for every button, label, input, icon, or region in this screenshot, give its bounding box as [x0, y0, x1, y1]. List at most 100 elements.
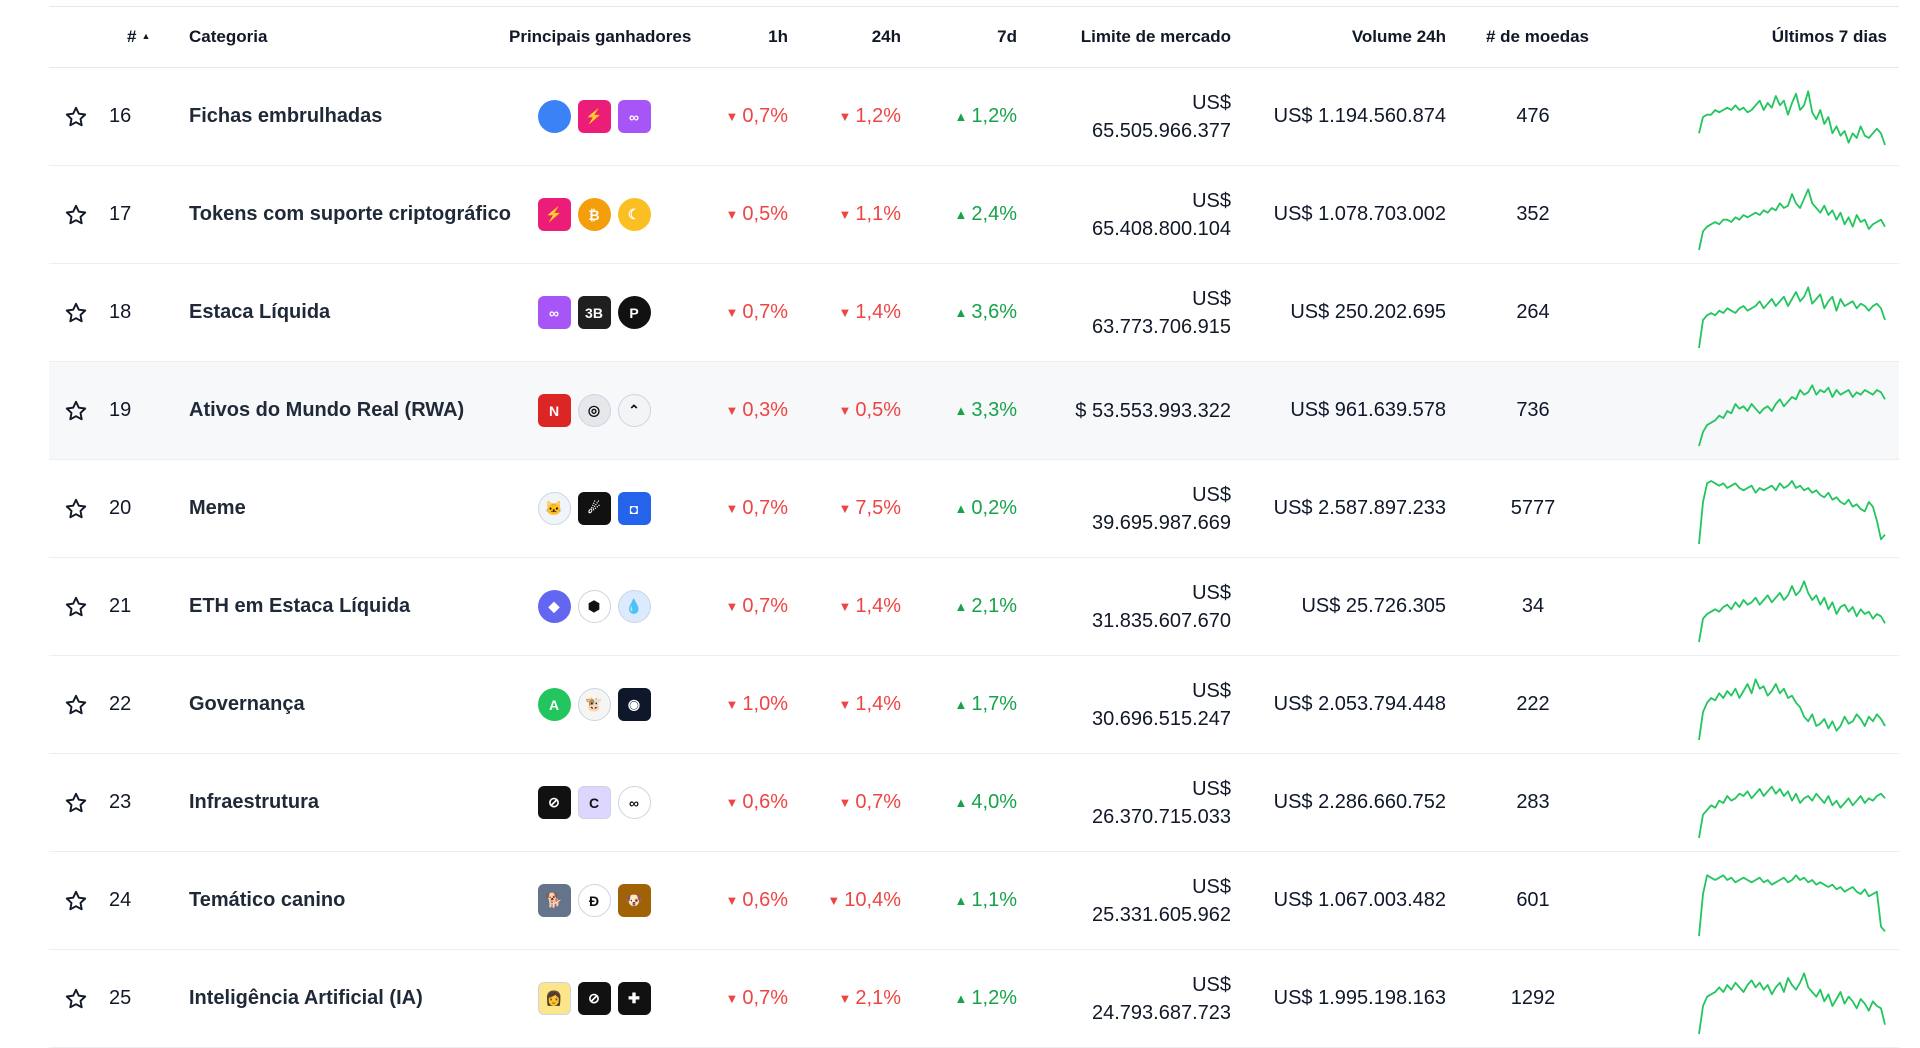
triangle-down-icon: ▼	[838, 795, 852, 810]
flag-cat-icon[interactable]: 🐱	[537, 492, 571, 525]
link-token-icon[interactable]: ⊘	[537, 786, 571, 819]
volume-cell: US$ 2.286.660.752	[1236, 753, 1451, 852]
market-cap-cell: US$ 30.696.515.247	[1021, 655, 1236, 754]
category-name-link[interactable]: Ativos do Mundo Real (RWA)	[169, 361, 509, 460]
table-row[interactable]: 21 ETH em Estaca Líquida ◆ ⬢ 💧 ▼ 0,7% ▼ 1,4%…	[49, 557, 1899, 656]
n-token-icon[interactable]: N	[537, 394, 571, 427]
category-name-link[interactable]: Infraestrutura	[169, 753, 509, 852]
crescent-icon[interactable]: ☾	[617, 198, 651, 231]
star-icon[interactable]	[64, 889, 88, 913]
header-7d[interactable]: 7d	[905, 7, 1021, 68]
chevron-token-icon[interactable]: ⌃	[617, 394, 651, 427]
table-row[interactable]: 19 Ativos do Mundo Real (RWA) N ◎ ⌃ ▼ 0,3% …	[49, 361, 1899, 460]
triangle-up-icon: ▲	[954, 403, 968, 418]
favorite-cell	[49, 263, 109, 362]
category-name-link[interactable]: Temático canino	[169, 851, 509, 950]
header-volume[interactable]: Volume 24h	[1236, 7, 1451, 68]
top-gainers-icons: ◆ ⬢ 💧	[509, 590, 679, 623]
change-d7-cell: ▲ 1,7%	[905, 655, 1021, 754]
star-icon[interactable]	[64, 203, 88, 227]
sparkline-line	[1698, 971, 1886, 1034]
star-icon[interactable]	[64, 987, 88, 1011]
infinity-icon[interactable]: ∞	[617, 100, 651, 133]
table-row[interactable]: 22 Governança A 🐮 ◉ ▼ 1,0% ▼ 1,4% ▲ 1,7% US$ 3…	[49, 655, 1899, 754]
star-icon[interactable]	[64, 399, 88, 423]
category-name-link[interactable]: Fichas embrulhadas	[169, 67, 509, 166]
sparkline-cell	[1595, 165, 1899, 264]
favorite-cell	[49, 949, 109, 1048]
link-token-icon[interactable]: ⊘	[577, 982, 611, 1015]
comet-icon[interactable]: ☄	[577, 492, 611, 525]
volume-cell: US$ 25.726.305	[1236, 557, 1451, 656]
star-icon[interactable]	[64, 105, 88, 129]
category-name-link[interactable]: ETH em Estaca Líquida	[169, 557, 509, 656]
lightning-icon[interactable]: ⚡	[577, 100, 611, 133]
change-d7-cell: ▲ 3,3%	[905, 361, 1021, 460]
category-name-link[interactable]: Governança	[169, 655, 509, 754]
favorite-cell	[49, 655, 109, 754]
3b-token-icon[interactable]: 3B	[577, 296, 611, 329]
bitcoin-icon[interactable]: ₿	[577, 198, 611, 231]
header-market-cap[interactable]: Limite de mercado	[1021, 7, 1236, 68]
header-num-coins[interactable]: # de moedas	[1451, 7, 1595, 68]
rank-cell: 16	[109, 67, 169, 166]
square-ring-icon[interactable]: ◘	[617, 492, 651, 525]
header-rank[interactable]: # ▲	[109, 7, 169, 68]
puzzle-token-icon[interactable]: ✚	[617, 982, 651, 1015]
ring-token-icon[interactable]: ◎	[577, 394, 611, 427]
change-h24-value: 10,4%	[844, 889, 901, 911]
table-body: 16 Fichas embrulhadas ⚡ ∞ ▼ 0,7% ▼ 1,2% ▲ 1,…	[49, 67, 1899, 1048]
c-token-icon[interactable]: C	[577, 786, 611, 819]
sparkline-line	[1698, 89, 1886, 145]
change-h1-cell: ▼ 0,7%	[679, 263, 792, 362]
triangle-down-icon: ▼	[838, 501, 852, 516]
a-token-icon[interactable]: A	[537, 688, 571, 721]
table-row[interactable]: 16 Fichas embrulhadas ⚡ ∞ ▼ 0,7% ▼ 1,2% ▲ 1,…	[49, 67, 1899, 166]
top-gainers-cell: ∞ 3B P	[509, 263, 679, 362]
blue-orb-icon[interactable]	[537, 100, 571, 133]
category-name-link[interactable]: Estaca Líquida	[169, 263, 509, 362]
oc-token-icon[interactable]: ∞	[617, 786, 651, 819]
change-h24-cell: ▼ 0,5%	[792, 361, 905, 460]
triangle-down-icon: ▼	[725, 403, 739, 418]
star-icon[interactable]	[64, 497, 88, 521]
d-token-icon[interactable]: Ð	[577, 884, 611, 917]
table-row[interactable]: 24 Temático canino 🐕 Ð 🐶 ▼ 0,6% ▼ 10,4% ▲ 1,1…	[49, 851, 1899, 950]
category-name-link[interactable]: Meme	[169, 459, 509, 558]
blue-square-token-icon[interactable]: ◉	[617, 688, 651, 721]
triangle-down-icon: ▼	[725, 305, 739, 320]
dog-photo-icon[interactable]: 🐕	[537, 884, 571, 917]
table-row[interactable]: 23 Infraestrutura ⊘ C ∞ ▼ 0,6% ▼ 0,7% ▲ 4,0% …	[49, 753, 1899, 852]
star-icon[interactable]	[64, 595, 88, 619]
table-header-row: # ▲ Categoria Principais ganhadores 1h 24…	[49, 7, 1899, 68]
sparkline-cell	[1595, 67, 1899, 166]
table-row[interactable]: 25 Inteligência Artificial (IA) 👩 ⊘ ✚ ▼ 0,7…	[49, 949, 1899, 1048]
sparkline-chart	[1698, 383, 1886, 446]
change-h1-cell: ▼ 0,3%	[679, 361, 792, 460]
category-name-link[interactable]: Tokens com suporte criptográfico	[169, 165, 511, 264]
table-row[interactable]: 17 Tokens com suporte criptográfico ⚡ ₿ ☾ …	[49, 165, 1899, 264]
p-token-icon[interactable]: P	[617, 296, 651, 329]
header-1h[interactable]: 1h	[679, 7, 792, 68]
triangle-up-icon: ▲	[954, 305, 968, 320]
shield-token-icon[interactable]: ⬢	[577, 590, 611, 623]
num-coins-cell: 264	[1451, 263, 1595, 362]
favorite-cell	[49, 67, 109, 166]
category-name-link[interactable]: Inteligência Artificial (IA)	[169, 949, 509, 1048]
table-row[interactable]: 20 Meme 🐱 ☄ ◘ ▼ 0,7% ▼ 7,5% ▲ 0,2% US$ 39.695.…	[49, 459, 1899, 558]
dog-token-icon[interactable]: 🐶	[617, 884, 651, 917]
star-icon[interactable]	[64, 693, 88, 717]
table-row[interactable]: 18 Estaca Líquida ∞ 3B P ▼ 0,7% ▼ 1,4% ▲ 3,6%…	[49, 263, 1899, 362]
infinity-icon[interactable]: ∞	[537, 296, 571, 329]
change-d7-cell: ▲ 2,4%	[905, 165, 1021, 264]
cow-token-icon[interactable]: 🐮	[577, 688, 611, 721]
drop-token-icon[interactable]: 💧	[617, 590, 651, 623]
lightning-icon[interactable]: ⚡	[537, 198, 571, 231]
ethereum-icon[interactable]: ◆	[537, 590, 571, 623]
triangle-down-icon: ▼	[838, 697, 852, 712]
header-24h[interactable]: 24h	[792, 7, 905, 68]
star-icon[interactable]	[64, 301, 88, 325]
header-category[interactable]: Categoria	[169, 7, 509, 68]
star-icon[interactable]	[64, 791, 88, 815]
avatar-token-icon[interactable]: 👩	[537, 982, 571, 1015]
